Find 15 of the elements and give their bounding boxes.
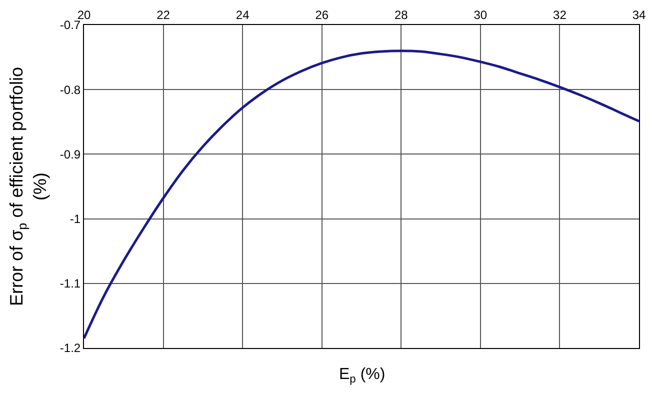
y-tick-label: -0.9 — [60, 147, 81, 162]
y-tick-label: -1.1 — [60, 276, 81, 291]
y-tick-label: -1 — [70, 212, 81, 226]
x-tick-label: 26 — [315, 8, 329, 22]
x-tick-label: 30 — [474, 8, 488, 22]
y-tick-label: -0.8 — [60, 82, 81, 97]
x-tick-label: 34 — [632, 8, 646, 22]
y-tick-label: -1.2 — [60, 341, 81, 356]
x-axis-title: E$_{p}$ (%) — [339, 366, 386, 386]
x-tick-label: 28 — [394, 8, 408, 22]
x-tick-label: 24 — [236, 8, 250, 22]
x-tick-label: 22 — [156, 8, 170, 22]
y-tick-label: -0.7 — [60, 18, 81, 32]
x-tick-label: 32 — [553, 8, 567, 22]
line-series — [84, 50, 639, 340]
